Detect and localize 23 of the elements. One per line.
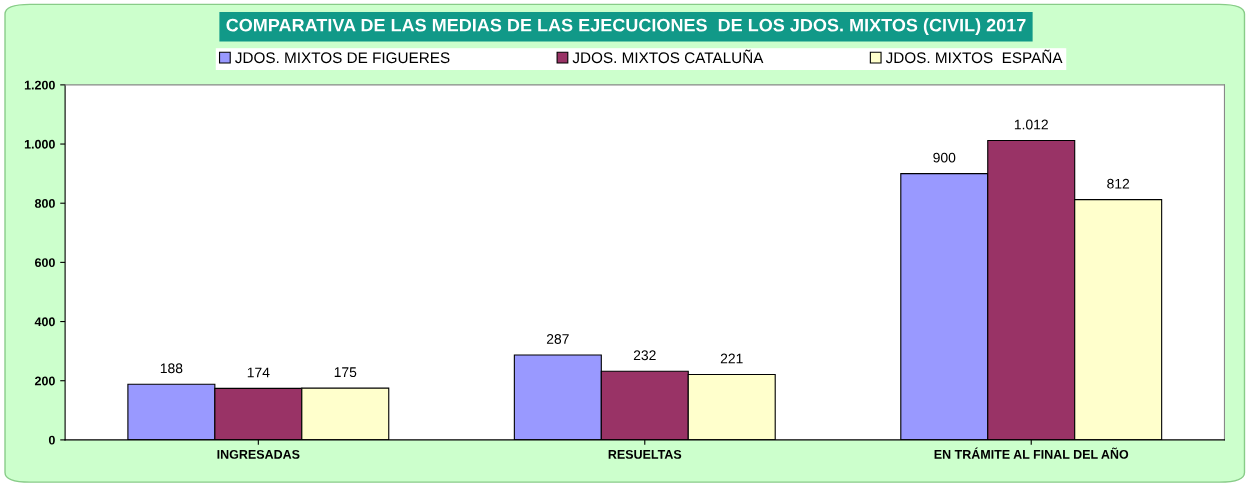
y-tick-label: 800 bbox=[34, 199, 55, 208]
data-label: 188 bbox=[160, 363, 183, 374]
x-tick-label: RESUELTAS bbox=[608, 449, 682, 459]
y-tick-label: 0 bbox=[48, 435, 55, 445]
data-label: 1.012 bbox=[1014, 119, 1048, 130]
legend-label: JDOS. MIXTOS DE FIGUERES bbox=[235, 52, 450, 64]
y-tick-label: 600 bbox=[34, 258, 55, 268]
x-tick-label: INGRESADAS bbox=[217, 449, 300, 459]
data-label: 232 bbox=[633, 350, 656, 361]
y-tick-label: 200 bbox=[34, 376, 55, 386]
data-label: 900 bbox=[933, 152, 956, 163]
data-label: 221 bbox=[720, 353, 743, 364]
data-label: 175 bbox=[334, 367, 357, 378]
legend-label: JDOS. MIXTOS CATALUÑA bbox=[572, 49, 764, 64]
y-tick-label: 1.000 bbox=[24, 139, 55, 149]
data-label: 174 bbox=[247, 367, 270, 378]
x-tick-label: EN TRÁMITE AL FINAL DEL AÑO bbox=[934, 447, 1129, 459]
legend-label: JDOS. MIXTOS ESPAÑA bbox=[885, 49, 1063, 64]
y-tick-label: 400 bbox=[34, 317, 55, 327]
data-label: 812 bbox=[1107, 178, 1130, 189]
chart-title: COMPARATIVA DE LAS MEDIAS DE LAS EJECUCIONES DE LOS JDOS. MIXTOS (CIVIL) 2017 bbox=[226, 18, 1026, 36]
y-tick-label: 1.200 bbox=[24, 80, 55, 90]
data-label: 287 bbox=[546, 334, 569, 344]
